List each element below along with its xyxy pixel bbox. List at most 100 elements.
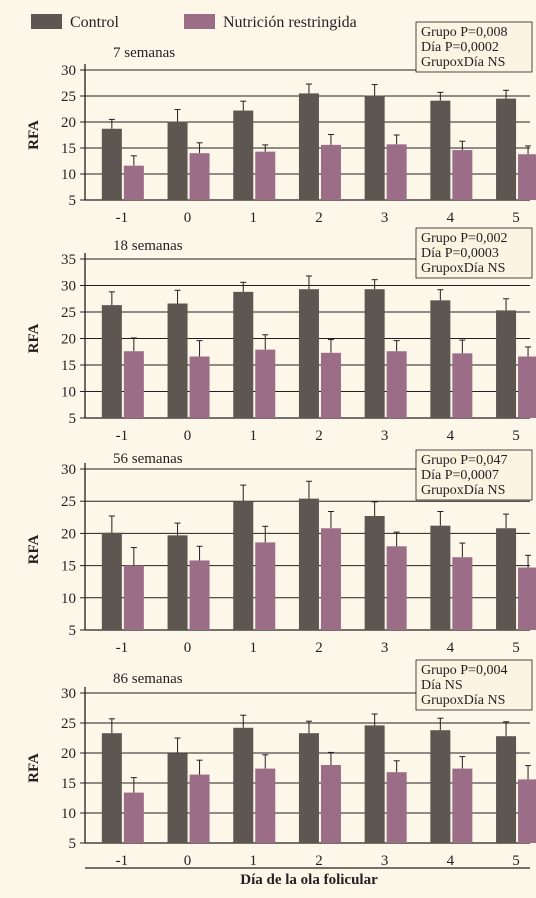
bar-control	[101, 532, 122, 630]
stats-line: Día P=0,0003	[421, 246, 499, 261]
legend: Control Nutrición restringida	[31, 14, 357, 31]
bar-restricted	[452, 353, 473, 418]
x-tick-label: 0	[184, 428, 192, 444]
x-tick-label: 0	[184, 640, 192, 656]
y-tick-label: 5	[69, 836, 77, 852]
x-tick-label: 4	[447, 210, 455, 226]
bar-restricted	[255, 768, 276, 843]
x-tick-label: 5	[512, 640, 520, 656]
x-tick-label: 2	[315, 640, 323, 656]
bar-control	[233, 727, 254, 843]
y-tick-label: 5	[69, 411, 77, 427]
y-tick-label: 25	[61, 716, 76, 732]
bar-restricted	[518, 154, 536, 200]
bar-control	[430, 100, 451, 200]
y-axis-label: RFA	[26, 120, 42, 150]
x-tick-label: 5	[512, 210, 520, 226]
panel-title: 86 semanas	[113, 671, 183, 687]
bar-restricted	[123, 792, 144, 843]
x-tick-label: 1	[250, 210, 258, 226]
stats-line: GrupoxDía NS	[421, 483, 505, 498]
bar-restricted	[518, 567, 536, 630]
x-tick-label: 1	[250, 853, 258, 869]
bar-control	[167, 535, 188, 630]
bar-control	[430, 525, 451, 630]
y-tick-label: 30	[61, 686, 76, 702]
y-tick-label: 15	[61, 559, 76, 575]
bar-control	[430, 300, 451, 418]
bar-control	[364, 95, 385, 200]
y-tick-label: 20	[61, 115, 76, 131]
x-tick-label: -1	[116, 428, 129, 444]
bar-control	[364, 516, 385, 630]
bar-restricted	[386, 351, 407, 418]
bar-control	[298, 289, 319, 418]
bar-restricted	[518, 779, 536, 843]
y-tick-label: 5	[69, 623, 77, 639]
y-axis-label: RFA	[26, 753, 42, 783]
bar-control	[496, 736, 517, 843]
bar-restricted	[189, 356, 210, 418]
stats-line: Grupo P=0,047	[421, 453, 507, 468]
stats-line: Grupo P=0,008	[421, 25, 507, 40]
stats-line: Día P=0,0002	[421, 40, 499, 55]
y-tick-label: 15	[61, 358, 76, 374]
bar-restricted	[452, 768, 473, 843]
x-tick-label: 5	[512, 853, 520, 869]
panel-title: 18 semanas	[113, 238, 183, 254]
y-tick-label: 10	[61, 167, 76, 183]
y-tick-label: 25	[61, 305, 76, 321]
panel-title: 56 semanas	[113, 451, 183, 467]
x-tick-label: 2	[315, 853, 323, 869]
y-tick-label: 20	[61, 332, 76, 348]
bar-control	[496, 98, 517, 200]
legend-label-restricted: Nutrición restringida	[223, 14, 357, 31]
x-tick-label: 2	[315, 210, 323, 226]
y-tick-label: 20	[61, 746, 76, 762]
x-tick-label: 3	[381, 210, 389, 226]
legend-swatch-restricted	[184, 14, 215, 29]
bar-restricted	[386, 546, 407, 630]
bar-restricted	[452, 557, 473, 630]
y-tick-label: 5	[69, 193, 77, 209]
x-tick-label: 4	[447, 640, 455, 656]
bar-restricted	[386, 144, 407, 200]
bar-restricted	[189, 153, 210, 200]
x-tick-label: -1	[116, 210, 129, 226]
stats-line: Día P=0,0007	[421, 468, 499, 483]
y-tick-label: 15	[61, 776, 76, 792]
bar-control	[101, 305, 122, 418]
y-tick-label: 10	[61, 591, 76, 607]
y-tick-label: 35	[61, 252, 76, 268]
x-tick-label: 1	[250, 640, 258, 656]
x-axis-label: Día de la ola folicular	[240, 872, 378, 888]
x-tick-label: 2	[315, 428, 323, 444]
bar-control	[298, 498, 319, 630]
x-tick-label: 4	[447, 853, 455, 869]
stats-box	[415, 21, 533, 73]
stats-line: GrupoxDía NS	[421, 693, 505, 708]
bar-restricted	[386, 772, 407, 843]
stats-box	[415, 227, 533, 279]
bar-control	[101, 128, 122, 200]
bar-control	[298, 733, 319, 843]
bar-restricted	[123, 565, 144, 630]
legend-swatch-control	[31, 14, 62, 29]
bar-restricted	[320, 765, 341, 843]
bar-restricted	[320, 144, 341, 200]
x-tick-label: 3	[381, 640, 389, 656]
x-tick-label: 3	[381, 853, 389, 869]
x-tick-label: -1	[116, 640, 129, 656]
x-tick-label: 5	[512, 428, 520, 444]
x-tick-label: 4	[447, 428, 455, 444]
stats-line: Día NS	[421, 678, 463, 693]
bar-control	[496, 528, 517, 630]
bar-restricted	[320, 352, 341, 418]
bar-control	[167, 121, 188, 200]
x-tick-label: -1	[116, 853, 129, 869]
bar-control	[167, 303, 188, 418]
bar-control	[101, 733, 122, 843]
y-tick-label: 10	[61, 385, 76, 401]
